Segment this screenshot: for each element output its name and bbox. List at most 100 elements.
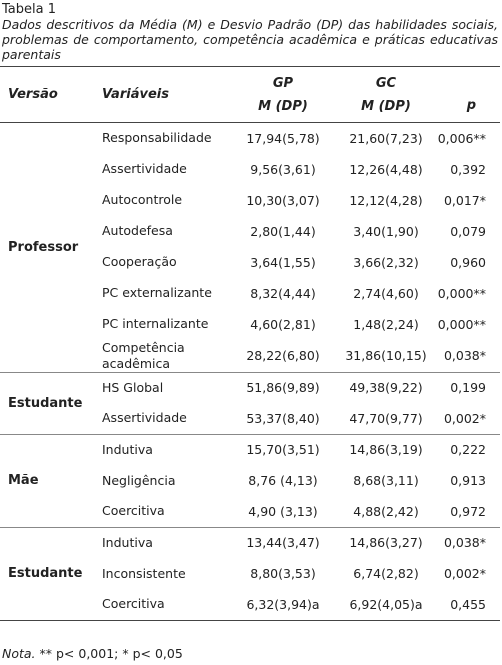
table-title: Dados descritivos da Média (M) e Desvio … [2,17,498,62]
variable: Cooperação [102,254,177,269]
gc-value: 12,12(4,28) [349,192,423,208]
gp-value: 2,80(1,44) [250,223,316,239]
group: Professor Responsabilidade 17,94(5,78) 21,6… [0,123,500,373]
p-value: 0,960 [450,254,486,270]
gp-value: 15,70(3,51) [246,442,320,458]
row: Estudante HS Global 51,86(9,89) 49,38(9,22)… [0,372,500,411]
table-label: Tabela 1 [2,2,56,17]
row: Assertividade 53,37(8,40) 47,70(9,77) 0,002… [0,403,500,434]
row: Estudante Indutiva 13,44(3,47) 14,86(3,27) 0… [0,527,500,581]
gc-value: 14,86(3,27) [349,535,423,551]
gp-value: 13,44(3,47) [246,535,320,551]
gc-value: 21,60(7,23) [349,130,423,146]
row: Inconsistente 8,80(3,53) 6,74(2,82) 0,002* [0,558,500,589]
variable: Coercitiva [102,596,165,612]
row: Coercitiva 6,32(3,94)a 6,92(4,05)a 0,455 [0,589,500,620]
version: Estudante [8,395,83,411]
p-value: 0,038* [443,535,486,551]
variable: Competência acadêmica [102,339,185,371]
gp-value: 8,76 (4,13) [248,473,318,488]
gp-value: 8,80(3,53) [250,566,316,581]
row: Negligência 8,76 (4,13) 8,68(3,11) 0,913 [0,465,500,496]
header-cell: Versão [8,87,58,102]
row: Autodefesa 2,80(1,44) 3,40(1,90) 0,079 [0,216,500,247]
gc-value: 2,74(4,60) [353,285,419,301]
gp-value: 10,30(3,07) [246,192,320,208]
gc-value: 14,86(3,19) [349,442,423,458]
variable: Coercitiva [102,503,165,519]
variable: Assertividade [102,161,187,176]
p-value: 0,000** [437,285,486,301]
group: Mãe Indutiva 15,70(3,51) 14,86(3,19) 0,222 Ne… [0,434,500,527]
version: Professor [8,239,79,255]
header-cell: p [466,98,476,113]
gp-value: 51,86(9,89) [246,380,320,396]
row: Assertividade 9,56(3,61) 12,26(4,48) 0,392 [0,154,500,185]
group: Estudante HS Global 51,86(9,89) 49,38(9,22)… [0,372,500,434]
variable: PC externalizante [102,285,212,300]
gc-value: 3,66(2,32) [353,254,419,270]
gc-value: 49,38(9,22) [349,380,423,396]
table-header: Versão Variáveis GP M (DP) GC M (DP) p [0,66,500,123]
row: Professor Responsabilidade 17,94(5,78) 21,6… [0,123,500,255]
header-group: GP [272,75,294,91]
gp-value: 4,90 (3,13) [248,503,318,519]
p-value: 0,038* [443,348,486,363]
gp-value: 8,32(4,44) [250,285,316,301]
gc-value: 4,88(2,42) [353,503,419,519]
gc-value: 8,68(3,11) [353,473,419,488]
row: Cooperação 3,64(1,55) 3,66(2,32) 0,960 [0,247,500,278]
p-value: 0,000** [437,316,486,332]
p-value: 0,006** [437,130,486,146]
gp-value: 3,64(1,55) [250,254,316,270]
row: Mãe Indutiva 15,70(3,51) 14,86(3,19) 0,222 [0,434,500,488]
gp-value: 53,37(8,40) [246,410,320,426]
variable: Responsabilidade [102,130,212,146]
p-value: 0,392 [450,161,486,177]
header-cell: GC M (DP) [342,67,430,123]
header-cell: GP M (DP) [224,67,342,123]
p-value: 0,199 [450,380,486,396]
row: Competência acadêmica 28,22(6,80) 31,86(10… [0,340,500,373]
gc-value: 1,48(2,24) [353,316,419,332]
header-cell: Variáveis [102,87,169,102]
p-value: 0,455 [450,596,486,612]
row: Autocontrole 10,30(3,07) 12,12(4,28) 0,017* [0,185,500,216]
header-sub: M (DP) [258,98,308,114]
variable: Assertividade [102,410,187,426]
row: PC externalizante 8,32(4,44) 2,74(4,60) 0,0… [0,278,500,309]
gp-value: 28,22(6,80) [246,348,320,363]
p-value: 0,079 [450,223,486,239]
row: PC internalizante 4,60(2,81) 1,48(2,24) 0,0… [0,309,500,340]
table: Versão Variáveis GP M (DP) GC M (DP) p Pro… [0,66,500,621]
variable: Indutiva [102,441,153,457]
variable: PC internalizante [102,316,209,331]
variable: Inconsistente [102,565,186,581]
row: Coercitiva 4,90 (3,13) 4,88(2,42) 0,972 [0,496,500,527]
note-label: Nota. [2,646,36,661]
p-value: 0,017* [443,192,486,208]
header-row: Versão Variáveis GP M (DP) GC M (DP) p [0,66,500,123]
gp-value: 4,60(2,81) [250,316,316,332]
gp-value: 6,32(3,94)a [246,596,320,612]
header-sub: M (DP) [361,98,411,114]
note-text: ** p< 0,001; * p< 0,05 [35,646,183,661]
version: Mãe [8,473,39,488]
variable: Autodefesa [102,223,173,238]
gc-value: 6,92(4,05)a [349,596,423,612]
p-value: 0,002* [443,410,486,426]
gc-value: 3,40(1,90) [353,223,419,239]
p-value: 0,913 [450,473,486,488]
p-value: 0,002* [443,566,486,581]
p-value: 0,972 [450,503,486,519]
variable: HS Global [102,379,164,395]
gc-value: 47,70(9,77) [349,410,423,426]
version: Estudante [8,566,83,581]
gc-value: 12,26(4,48) [349,161,423,177]
p-value: 0,222 [450,442,486,458]
gc-value: 6,74(2,82) [353,566,419,581]
gp-value: 17,94(5,78) [246,130,320,146]
gc-value: 31,86(10,15) [345,348,427,363]
group: Estudante Indutiva 13,44(3,47) 14,86(3,27) 0… [0,527,500,620]
